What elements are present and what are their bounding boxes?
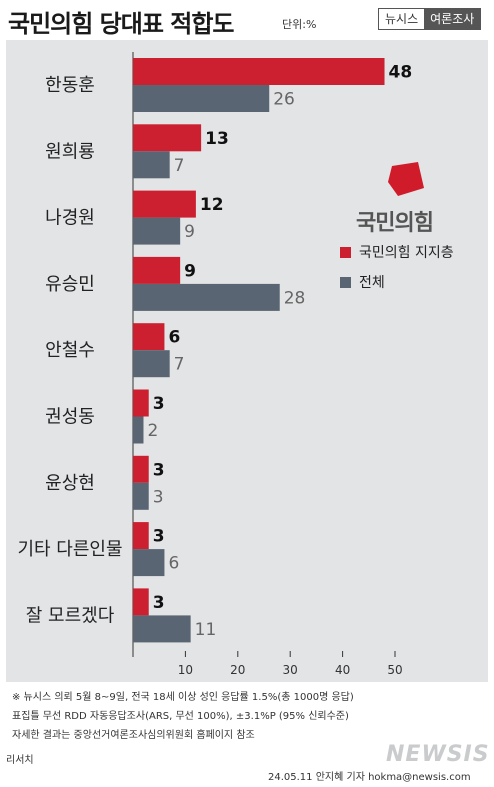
legend-item-total: 전체 [340,272,454,292]
footnote-2: 표집틀 무선 RDD 자동응답조사(ARS, 무선 100%), ±3.1%P … [12,711,349,722]
bar-total [133,482,149,510]
party-logo-text: 국민의힘 [356,211,434,236]
bar-total [133,151,170,179]
value-label-supporters: 48 [389,63,413,83]
category-label: 윤상현 [45,473,95,494]
bar-supporters [133,323,165,351]
legend-swatch-supporters [340,246,351,258]
value-label-supporters: 3 [153,593,165,613]
value-label-total: 7 [174,156,185,176]
value-label-total: 28 [284,288,306,308]
bar-total [133,85,270,112]
bar-total [133,416,144,444]
research-company: 리서치 [6,755,34,766]
bar-supporters [133,389,149,417]
x-tick-label: 20 [230,663,245,677]
value-label-total: 3 [153,487,164,507]
bar-total [133,283,280,311]
footnote-1: ※ 뉴시스 의뢰 5월 8~9일, 전국 18세 이상 성인 응답률 1.5%(… [12,692,354,703]
legend-item-supporters: 국민의힘 지지층 [340,242,454,262]
bar-supporters [133,256,181,284]
bar-total [133,549,165,577]
category-label: 권성동 [45,407,95,428]
bar-supporters [133,455,149,483]
category-label: 한동훈 [45,75,95,96]
category-label: 잘 모르겠다 [26,605,115,626]
bar-supporters [133,124,202,152]
legend-label-total: 전체 [359,275,385,291]
legend-label-supporters: 국민의힘 지지층 [359,245,454,261]
value-label-total: 6 [168,554,179,574]
value-label-supporters: 12 [200,195,224,215]
newsis-watermark: NEWSIS [386,742,490,767]
value-label-total: 26 [273,90,295,110]
category-label: 기타 다른인물 [17,539,122,560]
party-logo-mark [388,162,424,196]
value-label-total: 11 [195,620,217,640]
value-label-supporters: 6 [168,328,180,348]
footnotes: ※ 뉴시스 의뢰 5월 8~9일, 전국 18세 이상 성인 응답률 1.5%(… [12,688,354,745]
bar-supporters [133,522,149,550]
brand-category: 여론조사 [424,9,481,29]
x-tick-label: 10 [178,663,193,677]
brand-name: 뉴시스 [379,9,425,29]
category-label: 유승민 [45,274,95,295]
byline: 24.05.11 안지혜 기자 hokma@newsis.com [268,772,471,783]
category-label: 안철수 [45,340,95,361]
legend: 국민의힘 지지층 전체 [340,242,454,302]
value-label-supporters: 3 [153,394,165,414]
bar-supporters [133,190,196,218]
legend-swatch-total [340,276,351,288]
value-label-supporters: 3 [153,460,165,480]
bar-supporters [133,588,149,616]
value-label-total: 7 [174,355,185,375]
bar-total [133,350,170,378]
category-label: 원희룡 [45,141,95,162]
chart-title: 국민의힘 당대표 적합도 [8,10,235,38]
bar-total [133,217,181,245]
x-tick-label: 30 [283,663,298,677]
x-tick-label: 40 [335,663,350,677]
value-label-total: 9 [184,222,195,242]
unit-label: 단위:% [282,18,317,31]
category-label: 나경원 [45,208,95,229]
chart-panel [6,40,488,682]
value-label-supporters: 13 [205,129,229,149]
bar-supporters [133,58,385,85]
footnote-3: 자세한 결과는 중앙선거여론조사심의위원회 홈페이지 참조 [12,730,255,741]
brand-badge: 뉴시스 여론조사 [378,8,482,30]
bar-total [133,615,191,643]
value-label-supporters: 9 [184,261,196,281]
value-label-total: 2 [147,421,158,441]
value-label-supporters: 3 [153,527,165,547]
x-tick-label: 50 [387,663,402,677]
